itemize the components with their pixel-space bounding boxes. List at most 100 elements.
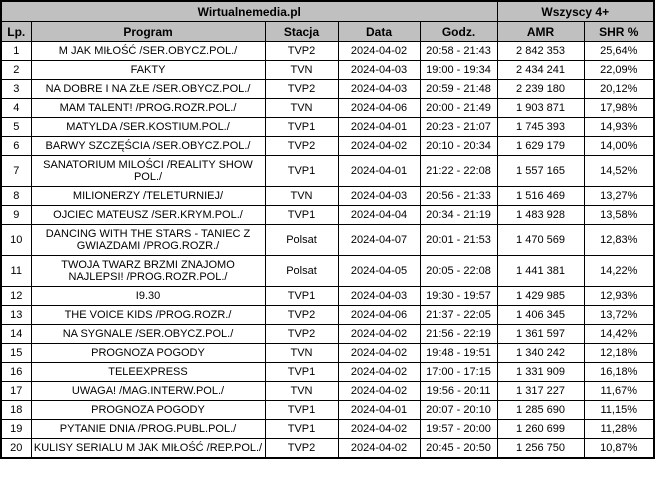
cell-lp: 3: [0, 79, 32, 99]
table-title-audience-group: Wszyscy 4+: [496, 0, 655, 22]
cell-data: 2024-04-06: [337, 98, 421, 118]
cell-godz: 19:30 - 19:57: [419, 286, 498, 306]
cell-program: NA DOBRE I NA ZŁE /SER.OBYCZ.POL./: [30, 79, 266, 99]
cell-lp: 20: [0, 438, 32, 459]
cell-shr: 13,27%: [583, 186, 655, 206]
cell-lp: 6: [0, 136, 32, 156]
column-header-row: Lp. Program Stacja Data Godz. AMR SHR %: [0, 21, 655, 42]
cell-data: 2024-04-01: [337, 155, 421, 187]
cell-stacja: TVN: [264, 343, 339, 363]
cell-amr: 1 331 909: [496, 362, 585, 382]
cell-data: 2024-04-07: [337, 224, 421, 256]
cell-program: PROGNOZA POGODY: [30, 400, 266, 420]
table-row: 15 PROGNOZA POGODY TVN 2024-04-02 19:48 - 19…: [0, 343, 655, 363]
cell-amr: 1 256 750: [496, 438, 585, 459]
cell-shr: 12,18%: [583, 343, 655, 363]
cell-data: 2024-04-01: [337, 400, 421, 420]
cell-stacja: TVP2: [264, 305, 339, 325]
cell-amr: 1 629 179: [496, 136, 585, 156]
cell-lp: 9: [0, 205, 32, 225]
cell-amr: 1 260 699: [496, 419, 585, 439]
cell-godz: 20:05 - 22:08: [419, 255, 498, 287]
table-row: 6 BARWY SZCZĘŚCIA /SER.OBYCZ.POL./TVP2 202…: [0, 136, 655, 156]
table-title-row: Wirtualnemedia.pl Wszyscy 4+: [0, 0, 655, 22]
cell-program: MAM TALENT! /PROG.ROZR.POL./: [30, 98, 266, 118]
cell-data: 2024-04-05: [337, 255, 421, 287]
cell-shr: 13,58%: [583, 205, 655, 225]
column-header-amr: AMR: [496, 21, 585, 42]
cell-amr: 1 406 345: [496, 305, 585, 325]
cell-program: TELEEXPRESS: [30, 362, 266, 382]
cell-godz: 19:00 - 19:34: [419, 60, 498, 80]
cell-shr: 14,42%: [583, 324, 655, 344]
column-header-lp: Lp.: [0, 21, 32, 42]
cell-amr: 1 516 469: [496, 186, 585, 206]
ratings-table-container: Wirtualnemedia.pl Wszyscy 4+ Lp. Program S…: [0, 0, 655, 459]
cell-lp: 12: [0, 286, 32, 306]
cell-stacja: TVP1: [264, 286, 339, 306]
cell-shr: 12,93%: [583, 286, 655, 306]
cell-shr: 13,72%: [583, 305, 655, 325]
cell-data: 2024-04-02: [337, 324, 421, 344]
cell-data: 2024-04-02: [337, 419, 421, 439]
cell-amr: 1 557 165: [496, 155, 585, 187]
table-row: 20 KULISY SERIALU M JAK MIŁOŚĆ /REP.POL./…: [0, 438, 655, 459]
cell-stacja: TVP2: [264, 438, 339, 459]
cell-lp: 16: [0, 362, 32, 382]
cell-stacja: TVP2: [264, 41, 339, 61]
cell-program: I9.30: [30, 286, 266, 306]
column-header-program: Program: [30, 21, 266, 42]
cell-data: 2024-04-02: [337, 362, 421, 382]
table-title-source: Wirtualnemedia.pl: [0, 0, 498, 22]
cell-program: TWOJA TWARZ BRZMI ZNAJOMO NAJLEPSI! /PRO…: [30, 255, 266, 287]
cell-lp: 5: [0, 117, 32, 137]
cell-stacja: TVP1: [264, 155, 339, 187]
cell-stacja: TVP1: [264, 400, 339, 420]
cell-amr: 1 429 985: [496, 286, 585, 306]
cell-shr: 14,52%: [583, 155, 655, 187]
cell-godz: 21:56 - 22:19: [419, 324, 498, 344]
cell-shr: 14,00%: [583, 136, 655, 156]
cell-lp: 18: [0, 400, 32, 420]
cell-amr: 1 470 569: [496, 224, 585, 256]
table-row: 9 OJCIEC MATEUSZ /SER.KRYM.POL./TVP1 2024-…: [0, 205, 655, 225]
cell-lp: 7: [0, 155, 32, 187]
cell-shr: 22,09%: [583, 60, 655, 80]
table-row: 19 PYTANIE DNIA /PROG.PUBL.POL./TVP1 2024-…: [0, 419, 655, 439]
cell-lp: 17: [0, 381, 32, 401]
cell-lp: 13: [0, 305, 32, 325]
cell-stacja: TVN: [264, 186, 339, 206]
table-row: 11 TWOJA TWARZ BRZMI ZNAJOMO NAJLEPSI! /P…: [0, 255, 655, 287]
cell-godz: 20:07 - 20:10: [419, 400, 498, 420]
cell-data: 2024-04-02: [337, 41, 421, 61]
cell-shr: 11,15%: [583, 400, 655, 420]
cell-program: THE VOICE KIDS /PROG.ROZR./: [30, 305, 266, 325]
cell-lp: 10: [0, 224, 32, 256]
cell-shr: 11,28%: [583, 419, 655, 439]
cell-godz: 20:56 - 21:33: [419, 186, 498, 206]
cell-godz: 20:01 - 21:53: [419, 224, 498, 256]
column-header-godz: Godz.: [419, 21, 498, 42]
cell-godz: 20:00 - 21:49: [419, 98, 498, 118]
cell-program: PROGNOZA POGODY: [30, 343, 266, 363]
cell-lp: 2: [0, 60, 32, 80]
cell-godz: 21:37 - 22:05: [419, 305, 498, 325]
cell-godz: 19:56 - 20:11: [419, 381, 498, 401]
cell-program: OJCIEC MATEUSZ /SER.KRYM.POL./: [30, 205, 266, 225]
cell-godz: 20:34 - 21:19: [419, 205, 498, 225]
column-header-stacja: Stacja: [264, 21, 339, 42]
cell-stacja: TVP2: [264, 136, 339, 156]
table-row: 13 THE VOICE KIDS /PROG.ROZR./TVP2 2024-04…: [0, 305, 655, 325]
cell-amr: 1 285 690: [496, 400, 585, 420]
cell-shr: 10,87%: [583, 438, 655, 459]
cell-amr: 1 340 242: [496, 343, 585, 363]
cell-lp: 1: [0, 41, 32, 61]
cell-amr: 1 745 393: [496, 117, 585, 137]
cell-amr: 1 483 928: [496, 205, 585, 225]
cell-lp: 11: [0, 255, 32, 287]
table-row: 5 MATYLDA /SER.KOSTIUM.POL./TVP1 2024-04-0…: [0, 117, 655, 137]
cell-data: 2024-04-02: [337, 343, 421, 363]
cell-amr: 2 239 180: [496, 79, 585, 99]
cell-data: 2024-04-06: [337, 305, 421, 325]
